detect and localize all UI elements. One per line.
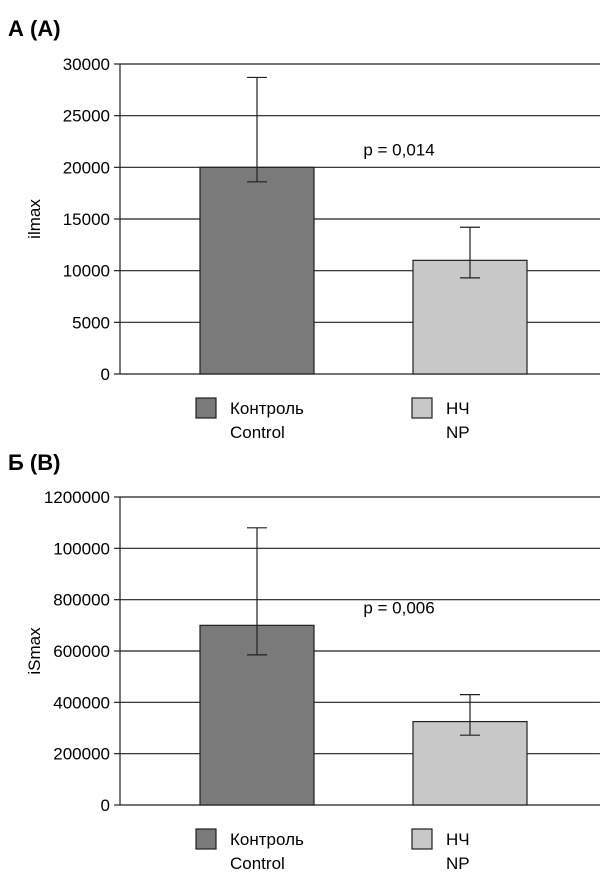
legend-swatch [411, 828, 433, 850]
y-axis-label: iSmax [25, 627, 44, 675]
y-tick-label: 15000 [63, 210, 110, 229]
y-tick-label: 0 [101, 365, 110, 384]
legend-item: НЧ NP [411, 828, 470, 873]
legend-label-en: Control [230, 854, 285, 873]
legend-label-en: NP [446, 854, 470, 873]
y-tick-label: 10000 [63, 262, 110, 281]
legend-label: НЧ [446, 399, 470, 418]
legend-item: Контроль Control [195, 397, 304, 442]
chart-panel-1: А (A) 0 5000 10000 15000 20000 25000 30000 ilmax… [8, 16, 600, 442]
bar [199, 166, 315, 375]
legend-label: НЧ [446, 830, 470, 849]
legend-item: Контроль Control [195, 828, 304, 873]
y-tick-label: 20000 [63, 158, 110, 177]
y-tick-label: 1200000 [44, 488, 110, 507]
legend-swatch [411, 397, 433, 419]
y-tick-label: 600000 [53, 642, 110, 661]
p-value-annotation: p = 0,006 [363, 598, 434, 617]
y-tick-label: 200000 [53, 745, 110, 764]
y-tick-label: 400000 [53, 693, 110, 712]
chart-panel-2: Б (B) 0 200000 400000 600000 800000 100000 1200… [8, 450, 600, 873]
legend-swatch [195, 828, 217, 850]
y-tick-label: 800000 [53, 591, 110, 610]
panel-title: А (A) [8, 16, 61, 41]
panel-title: Б (B) [8, 450, 60, 475]
y-tick-label: 100000 [53, 539, 110, 558]
legend-label-en: Control [230, 423, 285, 442]
y-axis-label: ilmax [25, 199, 44, 239]
y-tick-label: 30000 [63, 55, 110, 74]
legend-swatch [195, 397, 217, 419]
legend-label: Контроль [230, 399, 304, 418]
y-tick-label: 0 [101, 796, 110, 815]
p-value-annotation: p = 0,014 [363, 140, 434, 159]
y-tick-label: 25000 [63, 107, 110, 126]
legend-label-en: NP [446, 423, 470, 442]
legend-item: НЧ NP [411, 397, 470, 442]
legend-label: Контроль [230, 830, 304, 849]
y-tick-label: 5000 [72, 313, 110, 332]
